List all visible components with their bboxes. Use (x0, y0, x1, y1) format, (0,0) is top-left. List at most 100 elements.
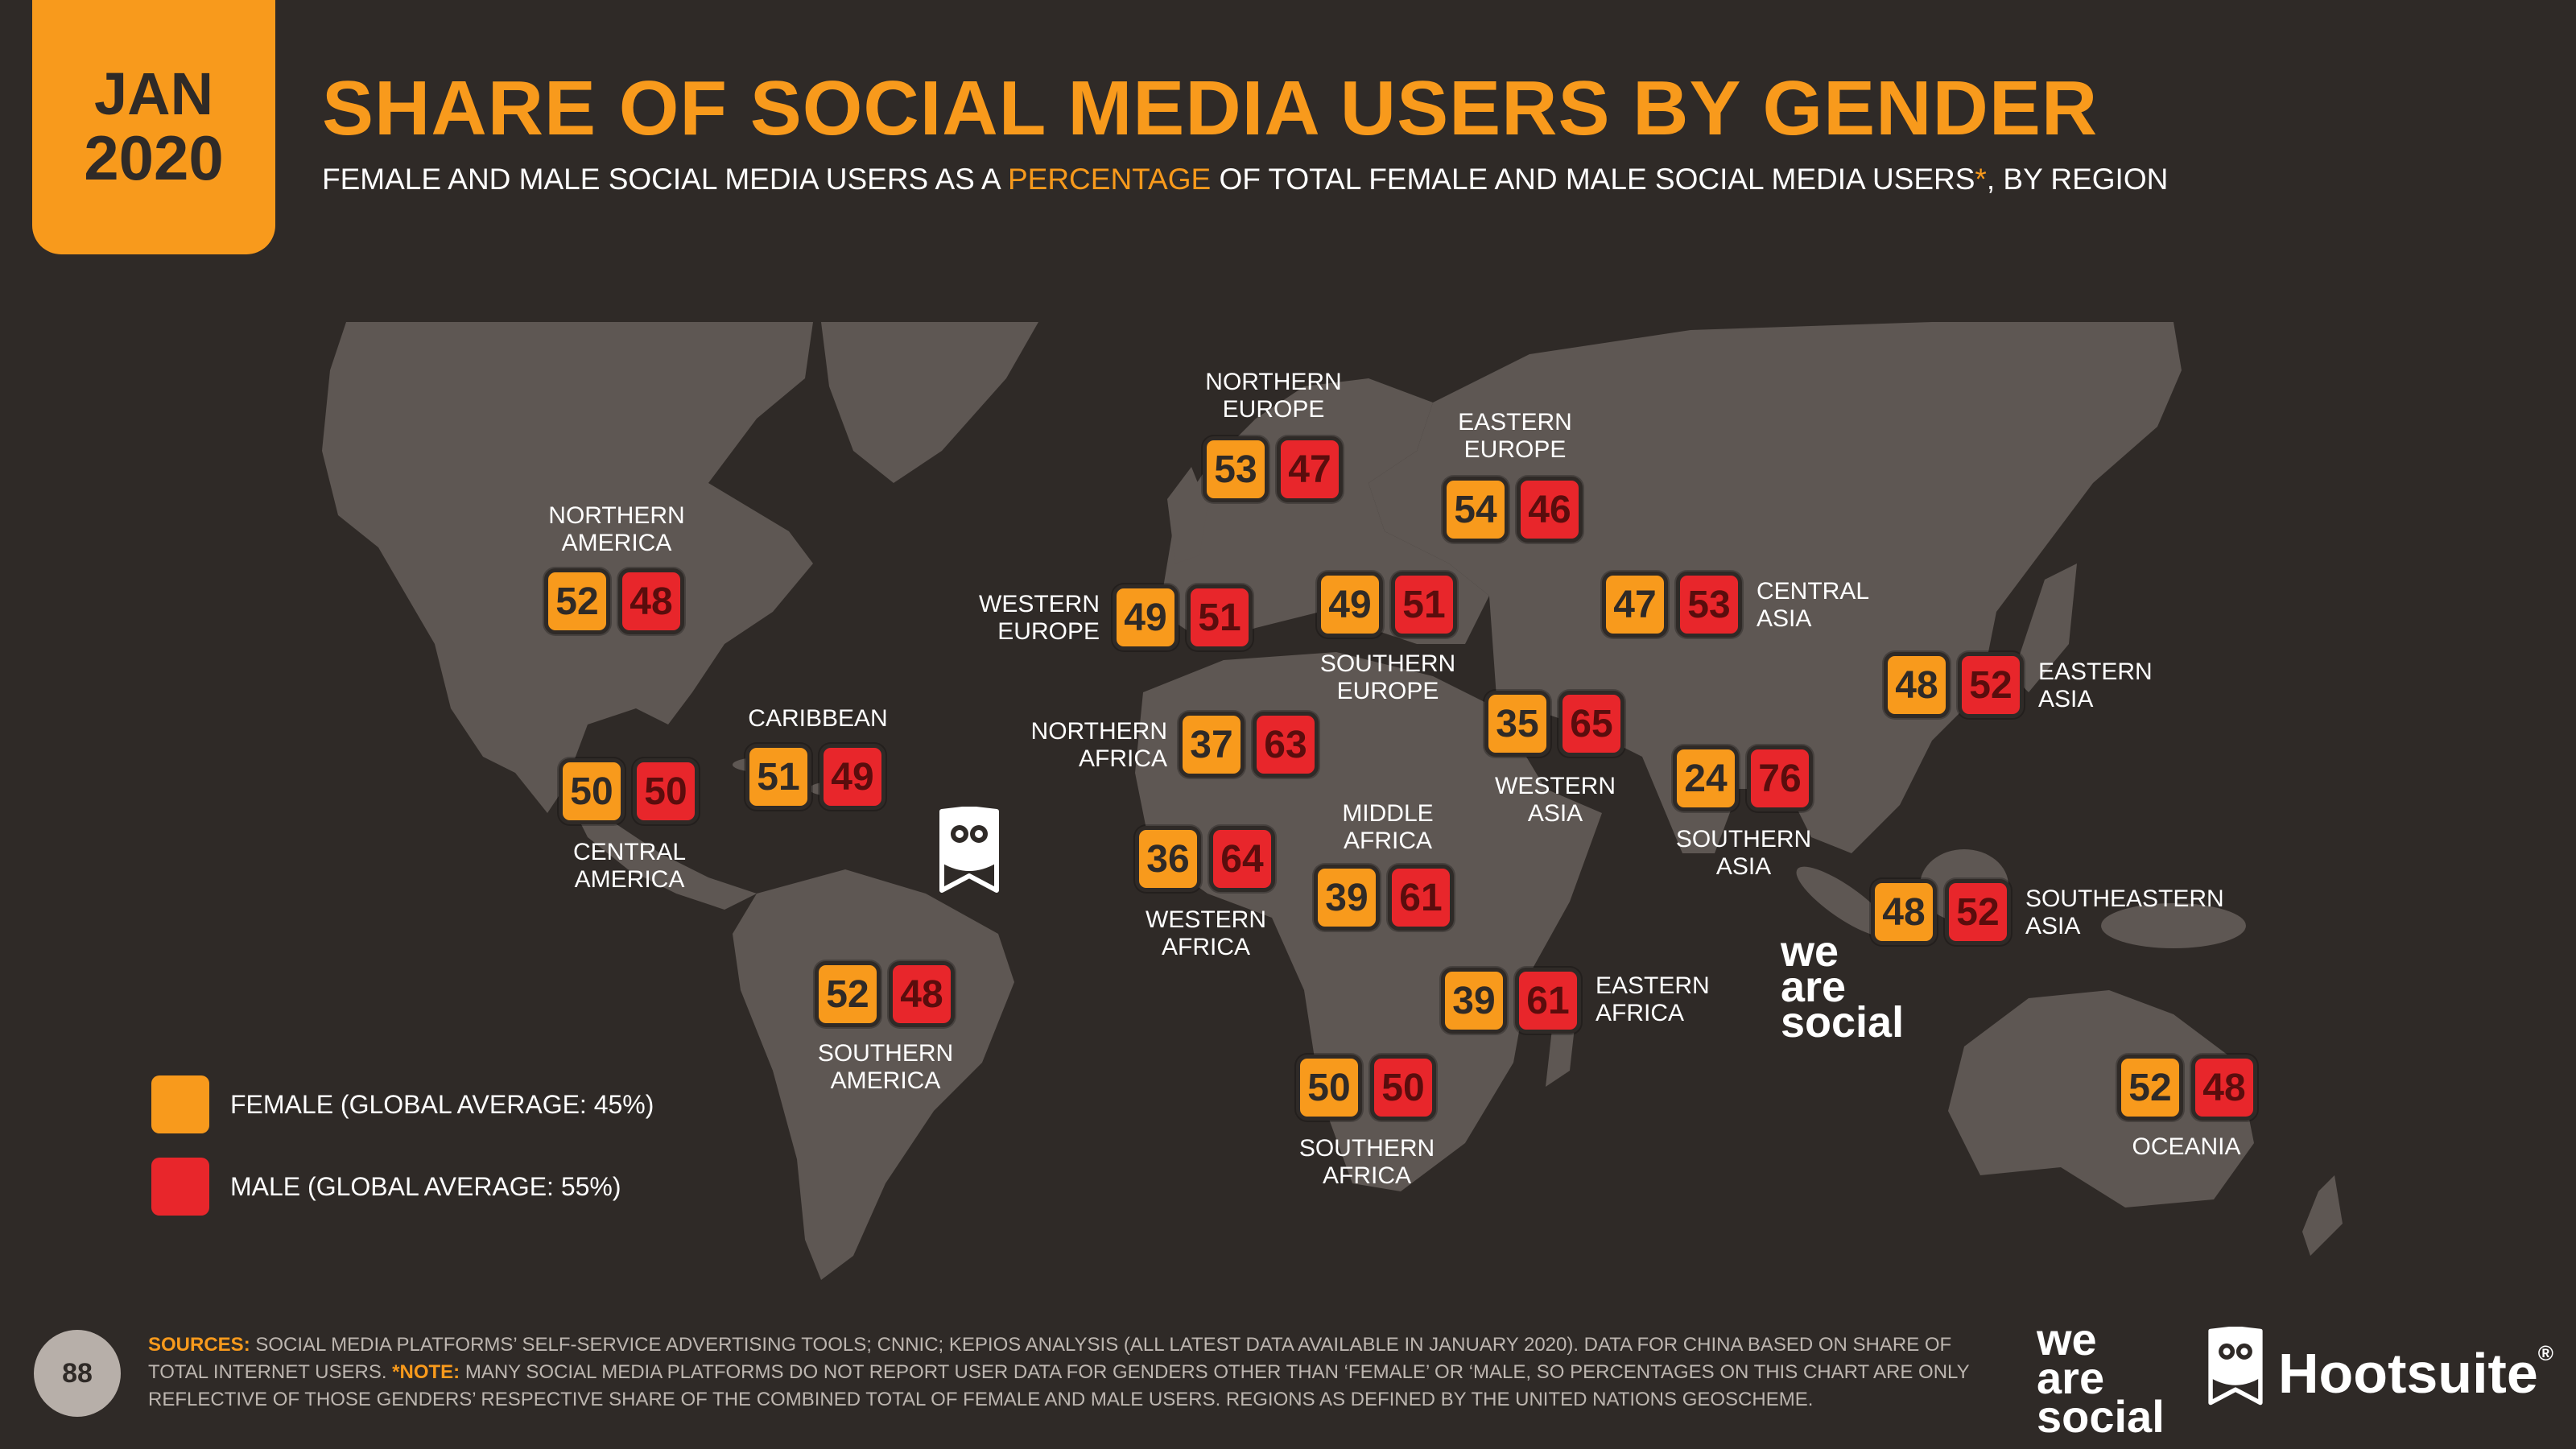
label-western-africa: WESTERN AFRICA (1146, 906, 1266, 960)
female-value: 49 (1113, 584, 1179, 650)
land-sumatra (1796, 866, 1891, 937)
footer-sources: SOURCES: SOCIAL MEDIA PLATFORMS’ SELF-SE… (148, 1334, 1970, 1410)
land-north-america (322, 322, 813, 813)
female-value: 37 (1179, 712, 1245, 778)
female-value: 52 (544, 568, 610, 634)
label-central-asia: CENTRAL ASIA (1757, 578, 1870, 632)
female-value: 47 (1602, 572, 1668, 638)
pair-southern-africa: 50 50 (1296, 1055, 1436, 1121)
pair-western-africa: 36 64 (1135, 826, 1275, 892)
land-japan (2013, 564, 2077, 692)
subtitle-star: * (1975, 163, 1987, 196)
date-month: JAN (93, 60, 214, 128)
date-year: 2020 (84, 122, 224, 193)
pair-middle-africa: 39 61 (1314, 865, 1454, 931)
label-western-europe: WESTERN EUROPE (979, 591, 1100, 645)
page-subtitle: FEMALE AND MALE SOCIAL MEDIA USERS AS A … (322, 163, 2168, 196)
legend-swatch-male (151, 1158, 209, 1216)
subtitle-part-1: FEMALE AND MALE SOCIAL MEDIA USERS AS A (322, 163, 1008, 196)
male-value: 64 (1209, 826, 1275, 892)
legend-swatch-female (151, 1075, 209, 1133)
date-badge: JAN 2020 (32, 0, 275, 254)
male-value: 76 (1747, 745, 1813, 811)
land-uk (1167, 467, 1208, 564)
pair-eastern-africa: 39 61 (1441, 968, 1581, 1034)
male-value: 50 (633, 758, 699, 824)
male-value: 51 (1391, 572, 1457, 638)
land-new-zealand (2302, 1175, 2343, 1256)
page-title: SHARE OF SOCIAL MEDIA USERS BY GENDER (322, 65, 2099, 151)
pair-northern-europe: 53 47 (1203, 436, 1343, 502)
label-caribbean: CARIBBEAN (748, 705, 888, 732)
male-value: 52 (1958, 652, 2024, 718)
label-northern-europe: NORTHERN EUROPE (1205, 369, 1342, 423)
male-value: 50 (1370, 1055, 1436, 1121)
female-value: 50 (559, 758, 625, 824)
label-southern-america: SOUTHERN AMERICA (817, 1040, 954, 1094)
female-value: 39 (1314, 865, 1380, 931)
hootsuite-logo: Hootsuite® (2278, 1341, 2553, 1405)
pair-northern-america: 52 48 (544, 568, 684, 634)
label-western-asia: WESTERN ASIA (1495, 773, 1616, 827)
legend-female: FEMALE (GLOBAL AVERAGE: 45%) (151, 1075, 654, 1133)
pair-oceania: 52 48 (2117, 1055, 2257, 1121)
male-value: 48 (618, 568, 684, 634)
label-eastern-africa: EASTERN AFRICA (1596, 972, 1710, 1026)
pair-western-asia: 35 65 (1484, 691, 1624, 757)
female-value: 53 (1203, 436, 1269, 502)
label-central-america: CENTRAL AMERICA (572, 839, 687, 893)
legend: FEMALE (GLOBAL AVERAGE: 45%) MALE (GLOBA… (151, 1075, 654, 1240)
pair-central-asia: 47 53 (1602, 572, 1742, 638)
we-are-social-logo-map: we are social (1781, 927, 1905, 1046)
legend-label-female: FEMALE (GLOBAL AVERAGE: 45%) (230, 1089, 654, 1119)
label-southern-europe: SOUTHERN EUROPE (1319, 650, 1456, 704)
female-value: 50 (1296, 1055, 1362, 1121)
label-oceania: OCEANIA (2132, 1133, 2241, 1160)
hootsuite-owl-icon (2208, 1327, 2263, 1406)
female-value: 39 (1441, 968, 1507, 1034)
male-value: 47 (1277, 436, 1343, 502)
female-value: 24 (1673, 745, 1739, 811)
pair-southern-america: 52 48 (815, 961, 955, 1027)
subtitle-highlight: PERCENTAGE (1007, 163, 1212, 196)
label-eastern-europe: EASTERN EUROPE (1458, 409, 1572, 463)
pair-southern-asia: 24 76 (1673, 745, 1813, 811)
male-value: 61 (1388, 865, 1454, 931)
label-middle-africa: MIDDLE AFRICA (1342, 800, 1434, 854)
pair-western-europe: 49 51 (1113, 584, 1253, 650)
pair-eastern-asia: 48 52 (1884, 652, 2024, 718)
female-value: 54 (1443, 477, 1509, 543)
male-value: 65 (1558, 691, 1624, 757)
label-eastern-asia: EASTERN ASIA (2038, 658, 2153, 712)
male-value: 48 (889, 961, 955, 1027)
male-value: 63 (1253, 712, 1319, 778)
land-australia (1948, 990, 2254, 1208)
female-value: 35 (1484, 691, 1550, 757)
land-new-guinea (2101, 903, 2246, 948)
pair-southern-europe: 49 51 (1317, 572, 1457, 638)
land-greenland (821, 322, 1038, 483)
female-value: 48 (1884, 652, 1950, 718)
we-are-social-logo: we are social (2037, 1314, 2165, 1442)
male-value: 49 (819, 744, 886, 810)
male-value: 48 (2191, 1055, 2257, 1121)
label-northern-africa: NORTHERN AFRICA (1030, 718, 1167, 772)
label-southeastern-asia: SOUTHEASTERN ASIA (2025, 886, 2224, 939)
pair-northern-africa: 37 63 (1179, 712, 1319, 778)
subtitle-part-3: , BY REGION (1986, 163, 2169, 196)
legend-label-male: MALE (GLOBAL AVERAGE: 55%) (230, 1171, 621, 1201)
female-value: 51 (745, 744, 811, 810)
page-number: 88 (34, 1330, 121, 1417)
pair-southeastern-asia: 48 52 (1871, 879, 2011, 945)
male-value: 61 (1515, 968, 1581, 1034)
subtitle-part-2: OF TOTAL FEMALE AND MALE SOCIAL MEDIA US… (1211, 163, 1975, 196)
male-value: 53 (1676, 572, 1742, 638)
female-value: 52 (815, 961, 881, 1027)
label-northern-america: NORTHERN AMERICA (548, 502, 685, 556)
pair-caribbean: 51 49 (745, 744, 886, 810)
label-southern-africa: SOUTHERN AFRICA (1298, 1135, 1435, 1189)
legend-male: MALE (GLOBAL AVERAGE: 55%) (151, 1158, 654, 1216)
male-value: 46 (1517, 477, 1583, 543)
land-central-america (564, 789, 757, 910)
male-value: 52 (1945, 879, 2011, 945)
